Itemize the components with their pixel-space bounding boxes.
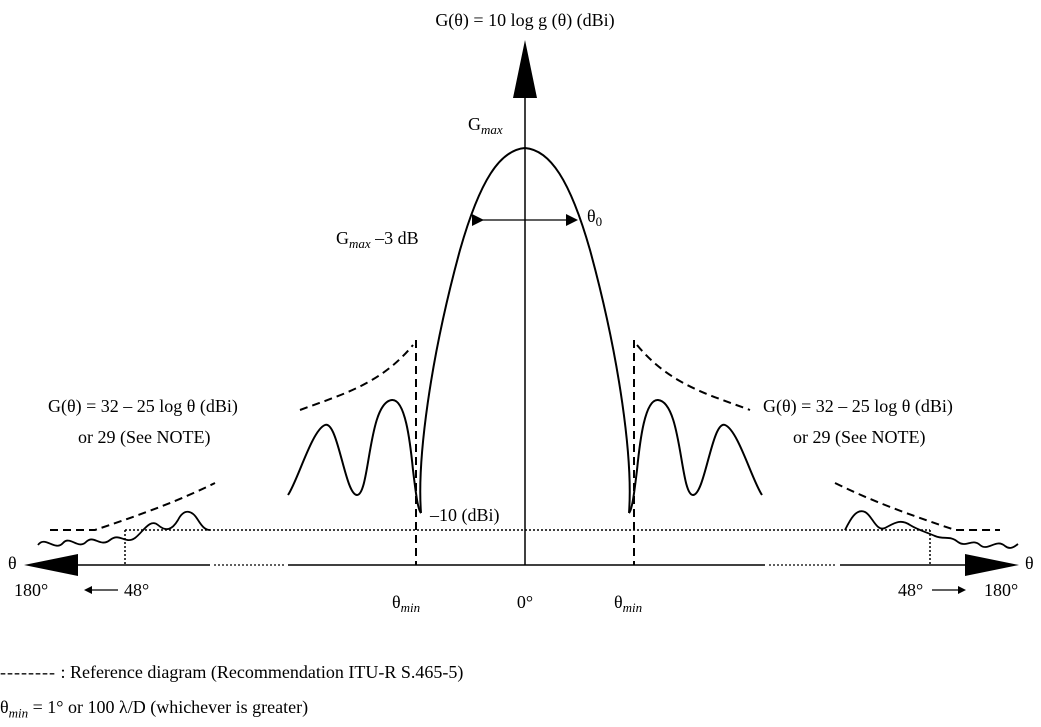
legend-reference-text: : Reference diagram (Recommendation ITU-… <box>55 662 464 682</box>
legend-dashes: -------- <box>0 662 56 682</box>
peak-label: Gmax <box>468 114 503 137</box>
side-lobes-right <box>628 398 763 514</box>
right-formula-line2: or 29 (See NOTE) <box>793 427 925 448</box>
tick-theta-min-right: θmin <box>614 592 642 615</box>
axis-theta-left: θ <box>8 553 17 573</box>
floor-label: –10 (dBi) <box>429 505 500 526</box>
tick-180-right: 180° <box>984 580 1018 600</box>
axis-arrow-left <box>24 554 78 576</box>
main-lobe-curve <box>419 146 631 514</box>
beamwidth-label: θ0 <box>587 206 602 229</box>
left-formula-line1: G(θ) = 32 – 25 log θ (dBi) <box>48 396 238 417</box>
reference-envelope <box>50 340 1000 565</box>
tick-zero: 0° <box>517 592 533 612</box>
vertical-axis-arrow <box>513 40 537 98</box>
halfpower-label: Gmax –3 dB <box>336 228 419 251</box>
tick-48-right: 48° <box>898 580 923 600</box>
legend-reference: -------- : Reference diagram (Recommenda… <box>0 662 463 683</box>
right-formula-line1: G(θ) = 32 – 25 log θ (dBi) <box>763 396 953 417</box>
tick-180-left: 180° <box>14 580 48 600</box>
left-direction-arrow <box>84 586 118 594</box>
y-axis-label: G(θ) = 10 log g (θ) (dBi) <box>435 10 614 31</box>
legend-theta-min: θmin = 1° or 100 λ/D (whichever is great… <box>0 697 309 721</box>
left-formula-line2: or 29 (See NOTE) <box>78 427 210 448</box>
far-lobes-left <box>37 510 211 547</box>
tick-theta-min-left: θmin <box>392 592 420 615</box>
axis-theta-right: θ <box>1025 553 1034 573</box>
far-lobes-right <box>844 510 1019 549</box>
tick-48-left: 48° <box>124 580 149 600</box>
axis-arrow-right <box>965 554 1019 576</box>
side-lobes-left <box>287 398 422 514</box>
floor-level-line <box>124 529 931 565</box>
right-direction-arrow <box>932 586 966 594</box>
